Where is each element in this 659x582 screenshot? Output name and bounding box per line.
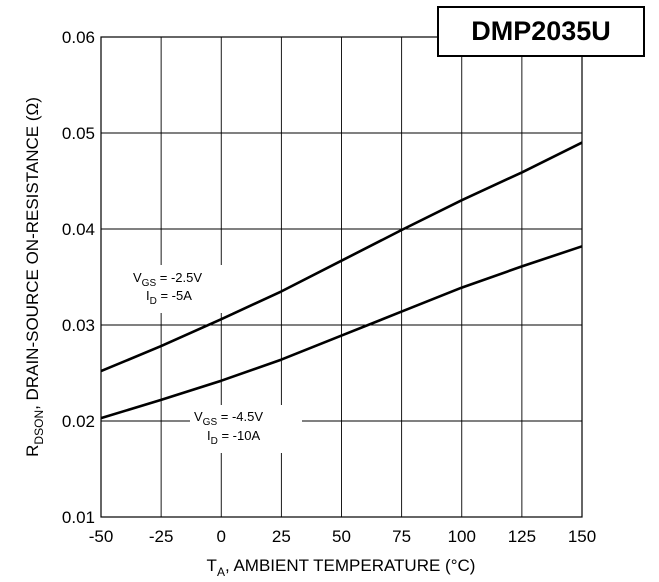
plot-frame — [100, 36, 583, 518]
series-group — [100, 141, 583, 420]
annotation-background-2 — [190, 405, 302, 453]
part-number: DMP2035U — [471, 16, 611, 46]
y-tick-label: 0.03 — [62, 316, 95, 335]
x-axis-label: TA, AMBIENT TEMPERATURE (°C) — [207, 556, 476, 579]
x-tick-label: 150 — [568, 527, 596, 546]
x-tick-label: 25 — [272, 527, 291, 546]
x-tick-labels: -50 -25 0 25 50 75 100 125 150 — [89, 527, 596, 546]
grid — [101, 37, 582, 517]
y-tick-label: 0.01 — [62, 508, 95, 527]
x-tick-label: 125 — [508, 527, 536, 546]
x-tick-label: 100 — [448, 527, 476, 546]
x-tick-label: -50 — [89, 527, 114, 546]
series-1-annotation-line2: ID = -5A — [146, 288, 192, 307]
x-tick-label: -25 — [149, 527, 174, 546]
series-line-1 — [100, 141, 583, 373]
annotation-background-1 — [118, 265, 232, 313]
series-1-annotation-line1: VGS = -2.5V — [133, 270, 202, 289]
part-number-box: DMP2035U — [437, 6, 645, 57]
y-tick-label: 0.06 — [62, 28, 95, 47]
y-tick-label: 0.04 — [62, 220, 95, 239]
y-tick-labels: 0.01 0.02 0.03 0.04 0.05 0.06 — [62, 28, 95, 527]
x-tick-label: 50 — [332, 527, 351, 546]
y-axis-label: RDSON, DRAIN-SOURCE ON-RESISTANCE (Ω) — [23, 97, 46, 457]
series-2-annotation-line2: ID = -10A — [207, 428, 260, 447]
x-tick-label: 0 — [217, 527, 226, 546]
y-tick-label: 0.05 — [62, 124, 95, 143]
y-tick-label: 0.02 — [62, 412, 95, 431]
series-2-annotation-line1: VGS = -4.5V — [194, 409, 263, 428]
x-tick-label: 75 — [392, 527, 411, 546]
series-line-2 — [100, 245, 583, 420]
